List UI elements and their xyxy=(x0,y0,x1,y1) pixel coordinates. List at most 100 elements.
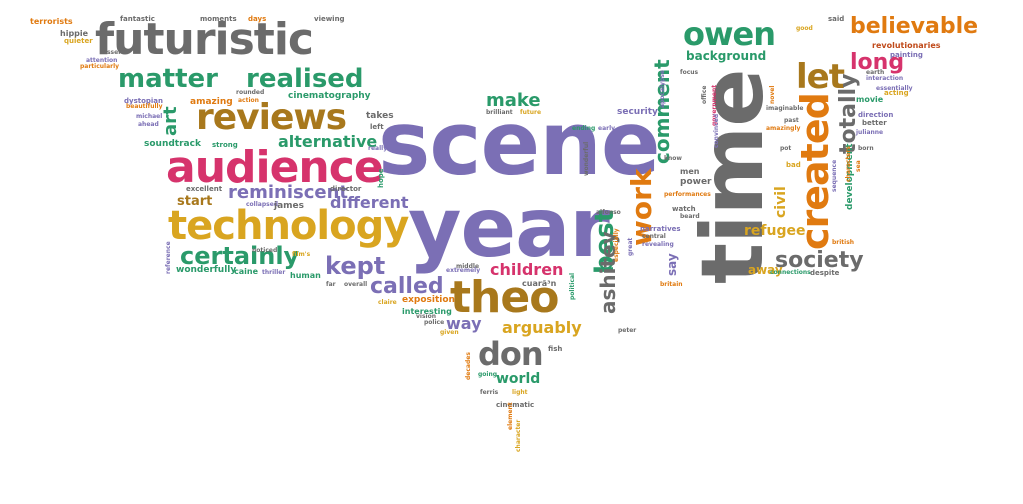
word-children: children xyxy=(490,260,564,279)
word-theo: theo xyxy=(450,272,559,323)
word-art: art xyxy=(160,106,181,136)
word-apocalypse: apocalypse xyxy=(659,70,666,108)
word-away: away xyxy=(748,263,783,277)
word-imaginable: imaginable xyxy=(766,105,804,112)
word-excellent: excellent xyxy=(186,185,223,193)
word-moments: moments xyxy=(200,15,237,23)
word-cuar-n: cuarã³n xyxy=(522,279,557,288)
word-beard: beard xyxy=(680,213,700,220)
word-long: long xyxy=(850,50,905,75)
word-called: called xyxy=(370,274,444,299)
word-julianne: julianne xyxy=(856,129,884,136)
word-born: born xyxy=(858,145,874,152)
word-earth: earth xyxy=(866,69,885,76)
word-rounded: rounded xyxy=(236,89,265,96)
word-office: office xyxy=(701,85,708,104)
word-attention: attention xyxy=(86,57,118,64)
word-light: light xyxy=(512,389,528,396)
word-arguably: arguably xyxy=(502,318,582,337)
word-performances: performances xyxy=(664,191,711,198)
word-novel: novel xyxy=(769,85,776,104)
word-said: said xyxy=(828,15,845,23)
word-reference: reference xyxy=(165,241,172,274)
word-fantastic: fantastic xyxy=(120,15,155,23)
word-civil: civil xyxy=(773,186,789,218)
word-fish: fish xyxy=(548,345,563,353)
word-sequence: sequence xyxy=(831,159,838,192)
word-far: far xyxy=(326,281,336,288)
word-make: make xyxy=(486,90,541,111)
word-great: great xyxy=(627,237,634,256)
word-peter: peter xyxy=(618,327,637,334)
word-characters: characters xyxy=(845,146,852,182)
word-strong: strong xyxy=(212,141,238,149)
word-future: future xyxy=(520,109,542,116)
word-movie: movie xyxy=(856,95,884,104)
word-human: human xyxy=(290,271,321,280)
word-decades: decades xyxy=(465,352,472,380)
word-interesting: interesting xyxy=(402,307,452,316)
word-interaction: interaction xyxy=(866,75,904,82)
word-power: power xyxy=(680,177,712,187)
word-middle: middle xyxy=(456,263,480,270)
word-viewing: viewing xyxy=(314,15,345,23)
word-world: world xyxy=(496,371,541,387)
word-really: really xyxy=(368,145,388,152)
word-amazingly: amazingly xyxy=(766,125,801,132)
word-despite: despite xyxy=(810,269,840,277)
word-society: society xyxy=(775,248,864,273)
word-direction: direction xyxy=(858,111,894,119)
word-claire: claire xyxy=(378,299,397,306)
word-amazing: amazing xyxy=(190,97,233,107)
word-especially: especially xyxy=(613,228,620,262)
word-noticed: noticed xyxy=(252,247,278,254)
word-know: know xyxy=(664,155,682,162)
word-left: left xyxy=(370,123,384,131)
word-hope: hope xyxy=(377,168,385,188)
word-year: year xyxy=(408,181,610,276)
word-days: days xyxy=(248,15,267,23)
word-element: element xyxy=(507,402,514,430)
word-overall: overall xyxy=(344,281,368,288)
word-vision: vision xyxy=(416,313,436,320)
word-audience: audience xyxy=(166,142,384,193)
word-action: action xyxy=(238,97,259,104)
word-wonderfully: wonderfully xyxy=(176,265,237,275)
word-narratives: narratives xyxy=(640,225,681,233)
word-thriller: thriller xyxy=(262,269,286,276)
word-character: character xyxy=(515,419,522,452)
word-police: police xyxy=(424,319,445,326)
word-men: men xyxy=(680,167,700,176)
word-start: start xyxy=(177,194,213,209)
word-beautifully: beautifully xyxy=(126,103,163,110)
word-soundtrack: soundtrack xyxy=(144,139,201,149)
word-owen: owen xyxy=(683,15,776,53)
word-central: central xyxy=(642,233,666,240)
word-better: better xyxy=(862,119,887,127)
word-realised: realised xyxy=(246,64,364,94)
word-revealing: revealing xyxy=(642,241,674,248)
word-technology: technology xyxy=(168,203,409,249)
word-given: given xyxy=(440,329,459,336)
word-hippie: hippie xyxy=(60,29,89,38)
word-brilliant: brilliant xyxy=(486,109,513,116)
word-michael: michael xyxy=(136,113,163,120)
word-early: early xyxy=(598,125,616,132)
word-let: let xyxy=(796,57,845,97)
word-don: don xyxy=(478,335,544,373)
word-refugee: refugee xyxy=(744,223,806,239)
word-exposition: exposition xyxy=(402,295,455,305)
word-background: background xyxy=(686,49,767,63)
word-terrorists: terrorists xyxy=(30,17,73,26)
word-connections: connections xyxy=(770,269,811,276)
word-way: way xyxy=(446,314,482,333)
word-watch: watch xyxy=(672,205,696,213)
word-scene: scene xyxy=(378,92,661,195)
word-ahead: ahead xyxy=(138,121,159,128)
word-tosser: tosser xyxy=(100,49,122,56)
word-believable: believable xyxy=(850,14,979,39)
word-going: going xyxy=(478,371,498,378)
word-futuristic: futuristic xyxy=(95,14,314,65)
word-extremely: extremely xyxy=(446,267,481,274)
word-revolutionaries: revolutionaries xyxy=(872,41,941,50)
